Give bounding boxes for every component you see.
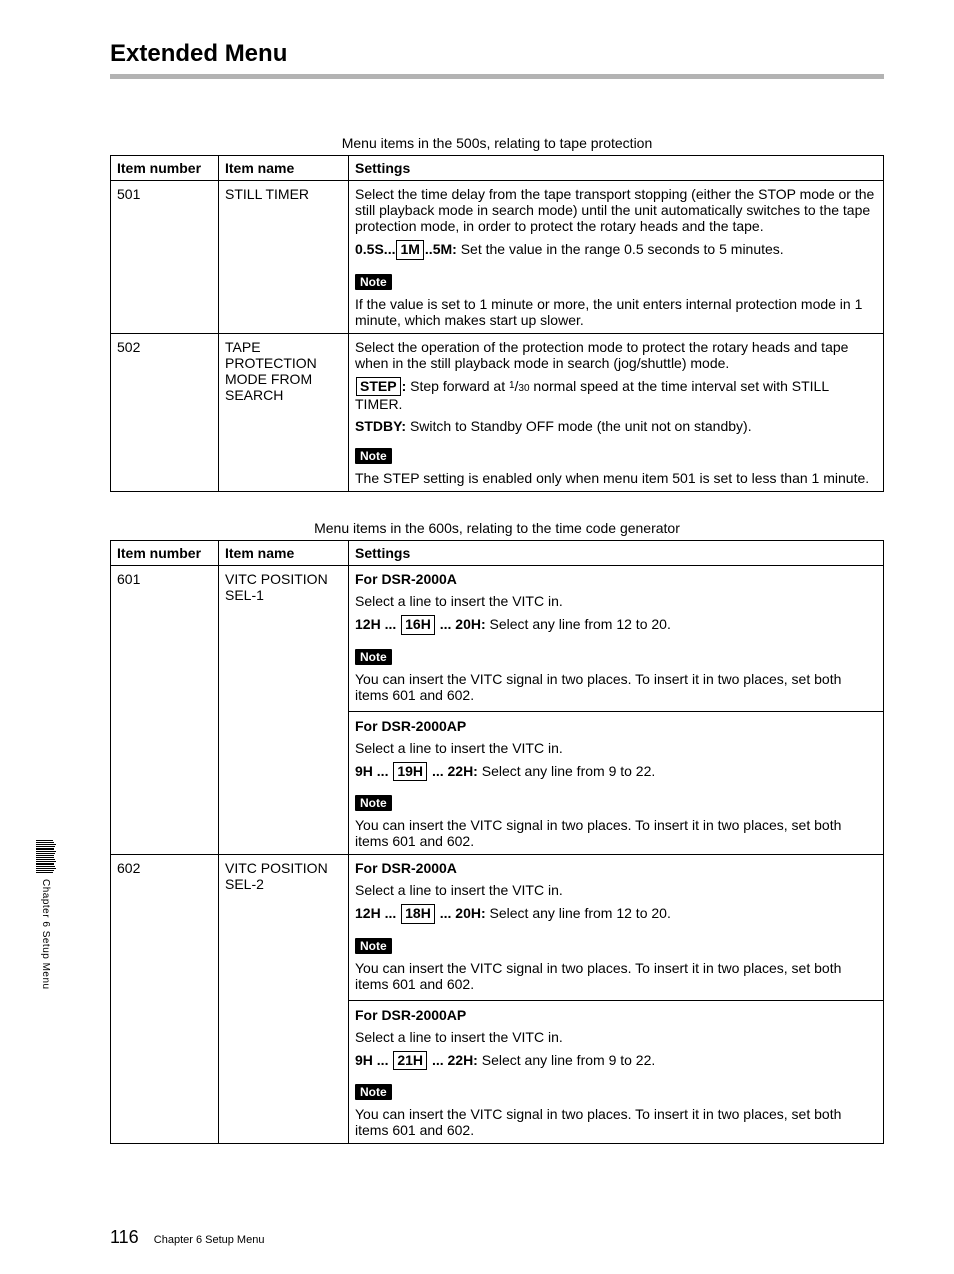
stdby-text: Switch to Standby OFF mode (the unit not… [406, 418, 752, 434]
page-title: Extended Menu [110, 40, 884, 68]
note-badge: Note [355, 1084, 392, 1100]
table-600: Item number Item name Settings 601 VITC … [110, 540, 884, 1144]
section-divider [349, 711, 883, 712]
col-header: Item number [111, 156, 219, 181]
table-500: Item number Item name Settings 501 STILL… [110, 155, 884, 492]
col-header: Settings [349, 541, 884, 566]
range-a: 12H ... [355, 905, 396, 921]
note-badge: Note [355, 938, 392, 954]
table-600-caption: Menu items in the 600s, relating to the … [110, 520, 884, 536]
table-row: 502 TAPE PROTECTION MODE FROM SEARCH Sel… [111, 333, 884, 492]
range-default-boxed: 16H [401, 615, 435, 635]
item-number: 602 [111, 855, 219, 1144]
range-b: ... 22H: [432, 1052, 478, 1068]
table-row: 501 STILL TIMER Select the time delay fr… [111, 181, 884, 334]
side-text: Chapter 6 Setup Menu [40, 879, 51, 990]
range-b: ... 20H: [440, 905, 486, 921]
range-a: 12H ... [355, 616, 396, 632]
range-b: ... 22H: [432, 763, 478, 779]
note-badge: Note [355, 448, 392, 464]
note-text: You can insert the VITC signal in two pl… [355, 671, 877, 703]
range-a: 9H ... [355, 1052, 388, 1068]
col-header: Settings [349, 156, 884, 181]
model-heading: For DSR-2000A [355, 860, 877, 876]
select-line: Select a line to insert the VITC in. [355, 593, 877, 609]
item-number: 502 [111, 333, 219, 492]
item-name: TAPE PROTECTION MODE FROM SEARCH [219, 333, 349, 492]
item-number: 501 [111, 181, 219, 334]
note-text: If the value is set to 1 minute or more,… [355, 296, 877, 328]
page-number: 116 [110, 1227, 139, 1247]
col-header: Item name [219, 156, 349, 181]
item-name: VITC POSITION SEL-1 [219, 566, 349, 855]
item-name: VITC POSITION SEL-2 [219, 855, 349, 1144]
model-heading: For DSR-2000A [355, 571, 877, 587]
frac-den: 30 [518, 383, 529, 394]
model-heading: For DSR-2000AP [355, 1007, 877, 1023]
table-row: 602 VITC POSITION SEL-2 For DSR-2000A Se… [111, 855, 884, 1144]
note-text: The STEP setting is enabled only when me… [355, 470, 877, 486]
range-a: 9H ... [355, 763, 388, 779]
table-row: 601 VITC POSITION SEL-1 For DSR-2000A Se… [111, 566, 884, 855]
range-default-boxed: 18H [401, 904, 435, 924]
note-text: You can insert the VITC signal in two pl… [355, 1106, 877, 1138]
note-badge: Note [355, 649, 392, 665]
model-heading: For DSR-2000AP [355, 718, 877, 734]
range-default-boxed: 1M [396, 240, 423, 260]
page: Extended Menu Menu items in the 500s, re… [0, 0, 954, 1274]
range-prefix: 0.5S... [355, 241, 395, 257]
note-text: You can insert the VITC signal in two pl… [355, 817, 877, 849]
item-settings: Select the time delay from the tape tran… [349, 181, 884, 334]
range-rest: Set the value in the range 0.5 seconds t… [457, 241, 784, 257]
item-settings: Select the operation of the protection m… [349, 333, 884, 492]
side-margin-label: Chapter 6 Setup Menu [36, 840, 56, 1060]
select-line: Select a line to insert the VITC in. [355, 1029, 877, 1045]
note-badge: Note [355, 274, 392, 290]
note-badge: Note [355, 795, 392, 811]
settings-intro: Select the operation of the protection m… [355, 339, 877, 371]
range-rest: Select any line from 12 to 20. [486, 905, 671, 921]
range-b: ... 20H: [440, 616, 486, 632]
col-header: Item name [219, 541, 349, 566]
table-header-row: Item number Item name Settings [111, 541, 884, 566]
range-mid: ..5M: [425, 241, 457, 257]
note-text: You can insert the VITC signal in two pl… [355, 960, 877, 992]
step-pre: Step forward at [406, 378, 509, 394]
stdby-label: STDBY: [355, 418, 406, 434]
range-rest: Select any line from 12 to 20. [486, 616, 671, 632]
select-line: Select a line to insert the VITC in. [355, 740, 877, 756]
range-rest: Select any line from 9 to 22. [478, 763, 655, 779]
settings-intro: Select the time delay from the tape tran… [355, 186, 877, 234]
select-line: Select a line to insert the VITC in. [355, 882, 877, 898]
side-bars-icon [36, 840, 56, 873]
range-default-boxed: 19H [393, 762, 427, 782]
range-default-boxed: 21H [393, 1051, 427, 1071]
section-divider [349, 1000, 883, 1001]
col-header: Item number [111, 541, 219, 566]
table-500-caption: Menu items in the 500s, relating to tape… [110, 135, 884, 151]
item-settings: For DSR-2000A Select a line to insert th… [349, 566, 884, 855]
header-rule [110, 74, 884, 79]
step-boxed: STEP [356, 377, 401, 397]
item-number: 601 [111, 566, 219, 855]
item-settings: For DSR-2000A Select a line to insert th… [349, 855, 884, 1144]
table-header-row: Item number Item name Settings [111, 156, 884, 181]
range-rest: Select any line from 9 to 22. [478, 1052, 655, 1068]
footer-text: Chapter 6 Setup Menu [154, 1234, 265, 1246]
item-name: STILL TIMER [219, 181, 349, 334]
page-footer: 116 Chapter 6 Setup Menu [110, 1227, 264, 1248]
